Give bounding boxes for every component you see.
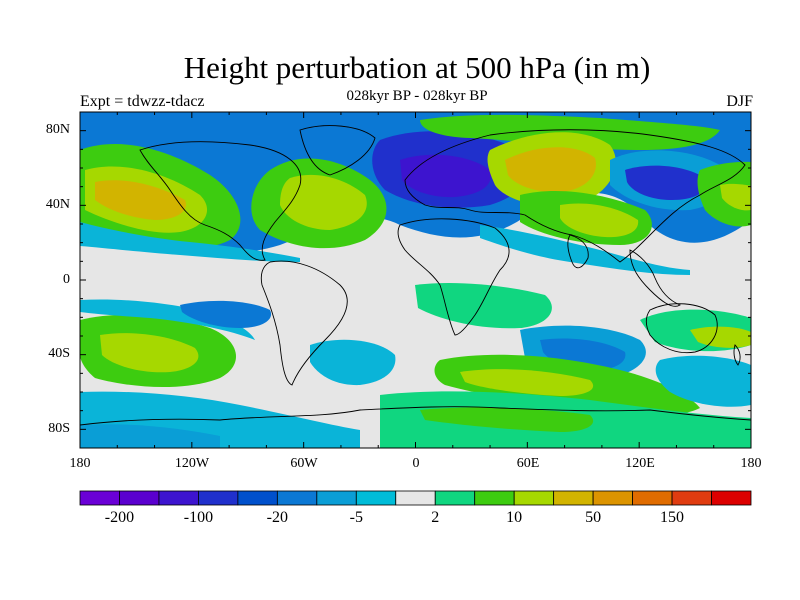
lat-label-equator: 0 (63, 272, 70, 287)
lat-label-40s: 40S (48, 346, 70, 361)
lat-label-80n: 80N (45, 122, 70, 137)
colorbar-swatch (198, 490, 239, 506)
coastline-australia (645, 303, 718, 354)
lon-label-180w: 180 (69, 456, 91, 471)
axis-ticks (79, 111, 752, 449)
contour-region (625, 165, 706, 200)
contour-region (180, 300, 272, 328)
contour-region (460, 369, 594, 396)
colorbar-swatch (434, 490, 476, 506)
coastline-southeast-asia (629, 249, 681, 307)
contour-region (655, 355, 751, 407)
lon-label-0: 0 (412, 456, 420, 471)
contour-fill-layer (80, 112, 751, 448)
plot-title: Height perturbation at 500 hPa (in m) (183, 50, 651, 85)
colorbar-label: -5 (349, 509, 363, 526)
lat-label-80s: 80S (48, 421, 70, 436)
lon-label-120w: 120W (174, 456, 210, 471)
experiment-label: Expt = tdwzz-tdacz (80, 93, 205, 110)
colorbar-label: 50 (585, 509, 602, 526)
lon-label-120e: 120E (625, 456, 655, 471)
colorbar-label: -200 (104, 509, 135, 526)
contour-region (420, 407, 594, 432)
colorbar-label: -20 (266, 509, 289, 526)
colorbar-label: 150 (660, 509, 685, 526)
contour-region (560, 203, 639, 238)
coastlines (80, 125, 751, 426)
colorbar-swatch (276, 490, 318, 506)
colorbar-swatch (395, 490, 436, 506)
coastline-north-america (139, 141, 302, 261)
colorbar-swatch (513, 490, 555, 506)
contour-region (720, 183, 751, 211)
colorbar-swatch (237, 490, 278, 506)
lon-label-60e: 60E (516, 456, 540, 471)
coastline-south-america (260, 260, 348, 386)
contour-region (505, 147, 596, 193)
contour-region (95, 180, 186, 220)
colorbar-label: -100 (183, 509, 214, 526)
coastline-africa (397, 218, 510, 336)
lat-label-40n: 40N (45, 197, 70, 212)
contour-region (80, 222, 300, 262)
colorbar-swatch (79, 490, 120, 506)
season-label: DJF (726, 93, 753, 110)
coastline-new-zealand (733, 344, 741, 366)
coastline-greenland (299, 125, 376, 176)
lon-label-180e: 180 (740, 456, 762, 471)
colorbar-swatch (553, 490, 594, 506)
lon-label-60w: 60W (290, 456, 318, 471)
contour-region (310, 339, 396, 386)
coastline-europe-asia (404, 129, 746, 263)
coastline-india (567, 234, 589, 269)
colorbar-swatch (592, 490, 633, 506)
colorbar-swatch (632, 490, 673, 506)
contour-region (80, 299, 255, 340)
contour-region (415, 283, 552, 329)
colorbar (79, 490, 752, 506)
colorbar-swatch (158, 490, 199, 506)
coastline-antarctica (80, 406, 751, 426)
contour-region (400, 154, 491, 198)
colorbar-swatch (711, 490, 752, 506)
contour-region (80, 424, 220, 448)
colorbar-label: 2 (431, 509, 440, 526)
contour-region (100, 333, 199, 373)
contour-region (420, 114, 720, 150)
contour-region (690, 326, 751, 348)
contour-region (280, 174, 367, 230)
contour-region (480, 225, 690, 275)
plot-subtitle: 028kyr BP - 028kyr BP (346, 88, 488, 104)
colorbar-swatch (316, 490, 357, 506)
colorbar-swatch (474, 490, 515, 506)
colorbar-swatch (119, 490, 160, 506)
colorbar-swatch (355, 490, 397, 506)
colorbar-label: 10 (506, 509, 523, 526)
colorbar-swatch (671, 490, 712, 506)
